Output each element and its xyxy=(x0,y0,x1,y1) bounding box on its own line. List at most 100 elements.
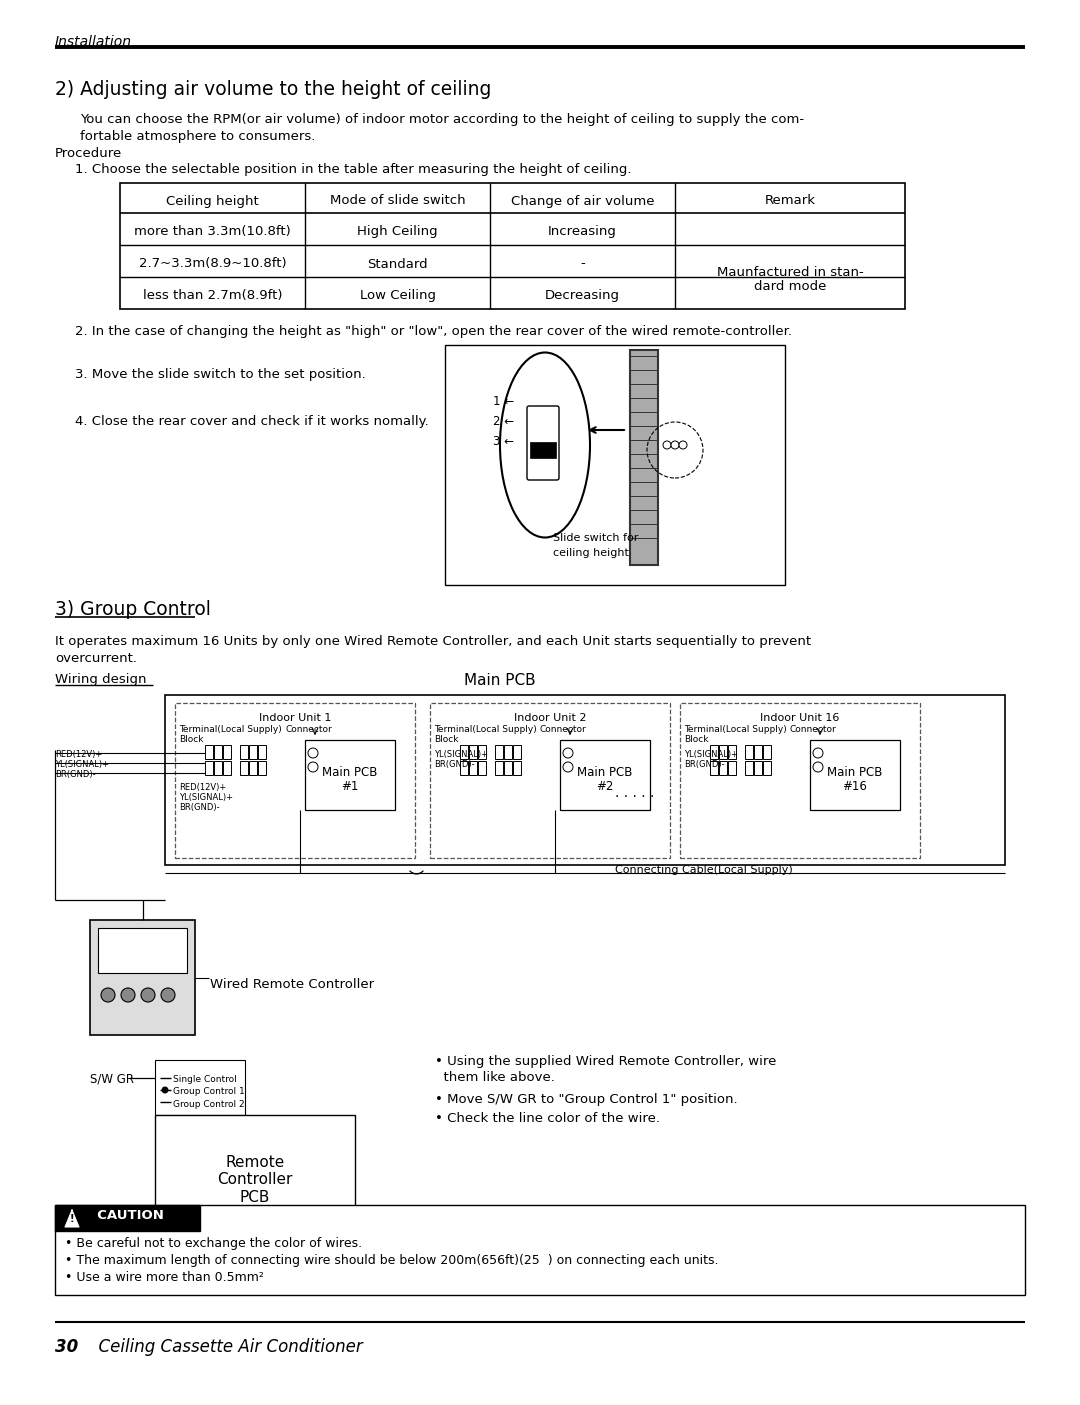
Circle shape xyxy=(162,1087,168,1093)
Text: fortable atmosphere to consumers.: fortable atmosphere to consumers. xyxy=(80,131,315,143)
Bar xyxy=(249,762,257,776)
Text: Block: Block xyxy=(684,735,708,745)
Text: Indoor Unit 16: Indoor Unit 16 xyxy=(760,712,839,724)
Bar xyxy=(478,745,486,759)
Circle shape xyxy=(563,747,573,759)
Circle shape xyxy=(308,762,318,771)
Text: 3. Move the slide switch to the set position.: 3. Move the slide switch to the set posi… xyxy=(75,368,366,381)
FancyBboxPatch shape xyxy=(527,406,559,481)
Bar xyxy=(249,745,257,759)
Bar xyxy=(719,745,727,759)
Text: · · · · ·: · · · · · xyxy=(616,790,654,804)
Bar xyxy=(754,762,762,776)
Text: RED(12V)+: RED(12V)+ xyxy=(55,750,103,759)
Text: YL(SIGNAL)+: YL(SIGNAL)+ xyxy=(55,760,109,769)
Text: ceiling height: ceiling height xyxy=(553,548,629,558)
Text: Decreasing: Decreasing xyxy=(545,289,620,302)
Text: Remote
Controller
PCB: Remote Controller PCB xyxy=(217,1155,293,1205)
Bar xyxy=(258,745,266,759)
Text: Connector: Connector xyxy=(789,725,837,733)
Bar xyxy=(478,762,486,776)
Circle shape xyxy=(308,747,318,759)
Circle shape xyxy=(161,988,175,1002)
Text: #16: #16 xyxy=(842,780,867,792)
Text: Terminal(Local Supply): Terminal(Local Supply) xyxy=(434,725,537,733)
Text: Remark: Remark xyxy=(765,194,815,208)
Text: Low Ceiling: Low Ceiling xyxy=(360,289,435,302)
Text: -: - xyxy=(580,257,585,271)
Bar xyxy=(754,745,762,759)
Text: 2 ←: 2 ← xyxy=(492,414,514,429)
Text: • Check the line color of the wire.: • Check the line color of the wire. xyxy=(435,1111,660,1125)
Text: Main PCB: Main PCB xyxy=(578,767,633,780)
Text: • The maximum length of connecting wire should be below 200m(656ft)(25  ) on con: • The maximum length of connecting wire … xyxy=(65,1255,718,1267)
Text: Connector: Connector xyxy=(285,725,332,733)
Text: Change of air volume: Change of air volume xyxy=(511,194,654,208)
Text: Block: Block xyxy=(434,735,459,745)
Bar xyxy=(445,346,785,584)
Text: Block: Block xyxy=(179,735,203,745)
Text: Indoor Unit 2: Indoor Unit 2 xyxy=(514,712,586,724)
Text: Main PCB: Main PCB xyxy=(827,767,882,780)
Text: overcurrent.: overcurrent. xyxy=(55,652,137,665)
Circle shape xyxy=(813,762,823,771)
Text: BR(GND)-: BR(GND)- xyxy=(55,770,96,778)
Bar xyxy=(214,745,222,759)
Bar xyxy=(762,745,771,759)
Text: Slide switch for: Slide switch for xyxy=(553,532,638,542)
Bar xyxy=(156,1059,245,1116)
Text: • Using the supplied Wired Remote Controller, wire: • Using the supplied Wired Remote Contro… xyxy=(435,1055,777,1068)
Text: S/W GR: S/W GR xyxy=(90,1073,134,1086)
Bar xyxy=(513,745,521,759)
Text: • Use a wire more than 0.5mm²: • Use a wire more than 0.5mm² xyxy=(65,1272,264,1284)
Bar xyxy=(222,762,231,776)
Text: less than 2.7m(8.9ft): less than 2.7m(8.9ft) xyxy=(143,289,282,302)
Text: BR(GND)-: BR(GND)- xyxy=(179,804,219,812)
Ellipse shape xyxy=(500,353,590,538)
Circle shape xyxy=(563,762,573,771)
Text: Connector: Connector xyxy=(540,725,586,733)
Bar xyxy=(630,350,658,565)
Bar xyxy=(98,927,187,974)
Text: Group Control 1: Group Control 1 xyxy=(173,1087,245,1096)
Circle shape xyxy=(671,441,679,450)
Circle shape xyxy=(102,988,114,1002)
Bar xyxy=(469,745,477,759)
Circle shape xyxy=(121,988,135,1002)
Text: 30: 30 xyxy=(55,1338,78,1356)
Text: 1 ←: 1 ← xyxy=(492,395,514,407)
Text: dard mode: dard mode xyxy=(754,281,826,294)
Bar xyxy=(175,702,415,858)
Bar xyxy=(205,762,213,776)
Bar xyxy=(460,745,468,759)
Bar xyxy=(240,745,248,759)
Bar xyxy=(513,762,521,776)
Bar xyxy=(530,443,556,458)
Text: Terminal(Local Supply): Terminal(Local Supply) xyxy=(684,725,786,733)
Bar xyxy=(222,745,231,759)
Text: BR(GND)-: BR(GND)- xyxy=(684,760,725,769)
Text: #2: #2 xyxy=(596,780,613,792)
Text: more than 3.3m(10.8ft): more than 3.3m(10.8ft) xyxy=(134,225,291,239)
Text: YL(SIGNAL)+: YL(SIGNAL)+ xyxy=(179,792,233,802)
Bar xyxy=(728,762,735,776)
Text: 2.7~3.3m(8.9~10.8ft): 2.7~3.3m(8.9~10.8ft) xyxy=(138,257,286,271)
Bar xyxy=(745,745,753,759)
Text: • Be careful not to exchange the color of wires.: • Be careful not to exchange the color o… xyxy=(65,1236,362,1250)
Text: them like above.: them like above. xyxy=(435,1071,555,1085)
Bar xyxy=(214,762,222,776)
Bar xyxy=(460,762,468,776)
Text: 1. Choose the selectable position in the table after measuring the height of cei: 1. Choose the selectable position in the… xyxy=(75,163,632,176)
Circle shape xyxy=(813,747,823,759)
Text: Standard: Standard xyxy=(367,257,428,271)
Text: Maunfactured in stan-: Maunfactured in stan- xyxy=(717,266,863,278)
Bar xyxy=(156,1116,355,1235)
Text: RED(12V)+: RED(12V)+ xyxy=(179,783,226,792)
Bar xyxy=(469,762,477,776)
Text: Wiring design: Wiring design xyxy=(55,673,147,686)
Polygon shape xyxy=(65,1210,79,1227)
Text: Procedure: Procedure xyxy=(55,148,122,160)
Bar xyxy=(120,183,905,309)
Circle shape xyxy=(679,441,687,450)
Bar xyxy=(55,1205,1025,1295)
